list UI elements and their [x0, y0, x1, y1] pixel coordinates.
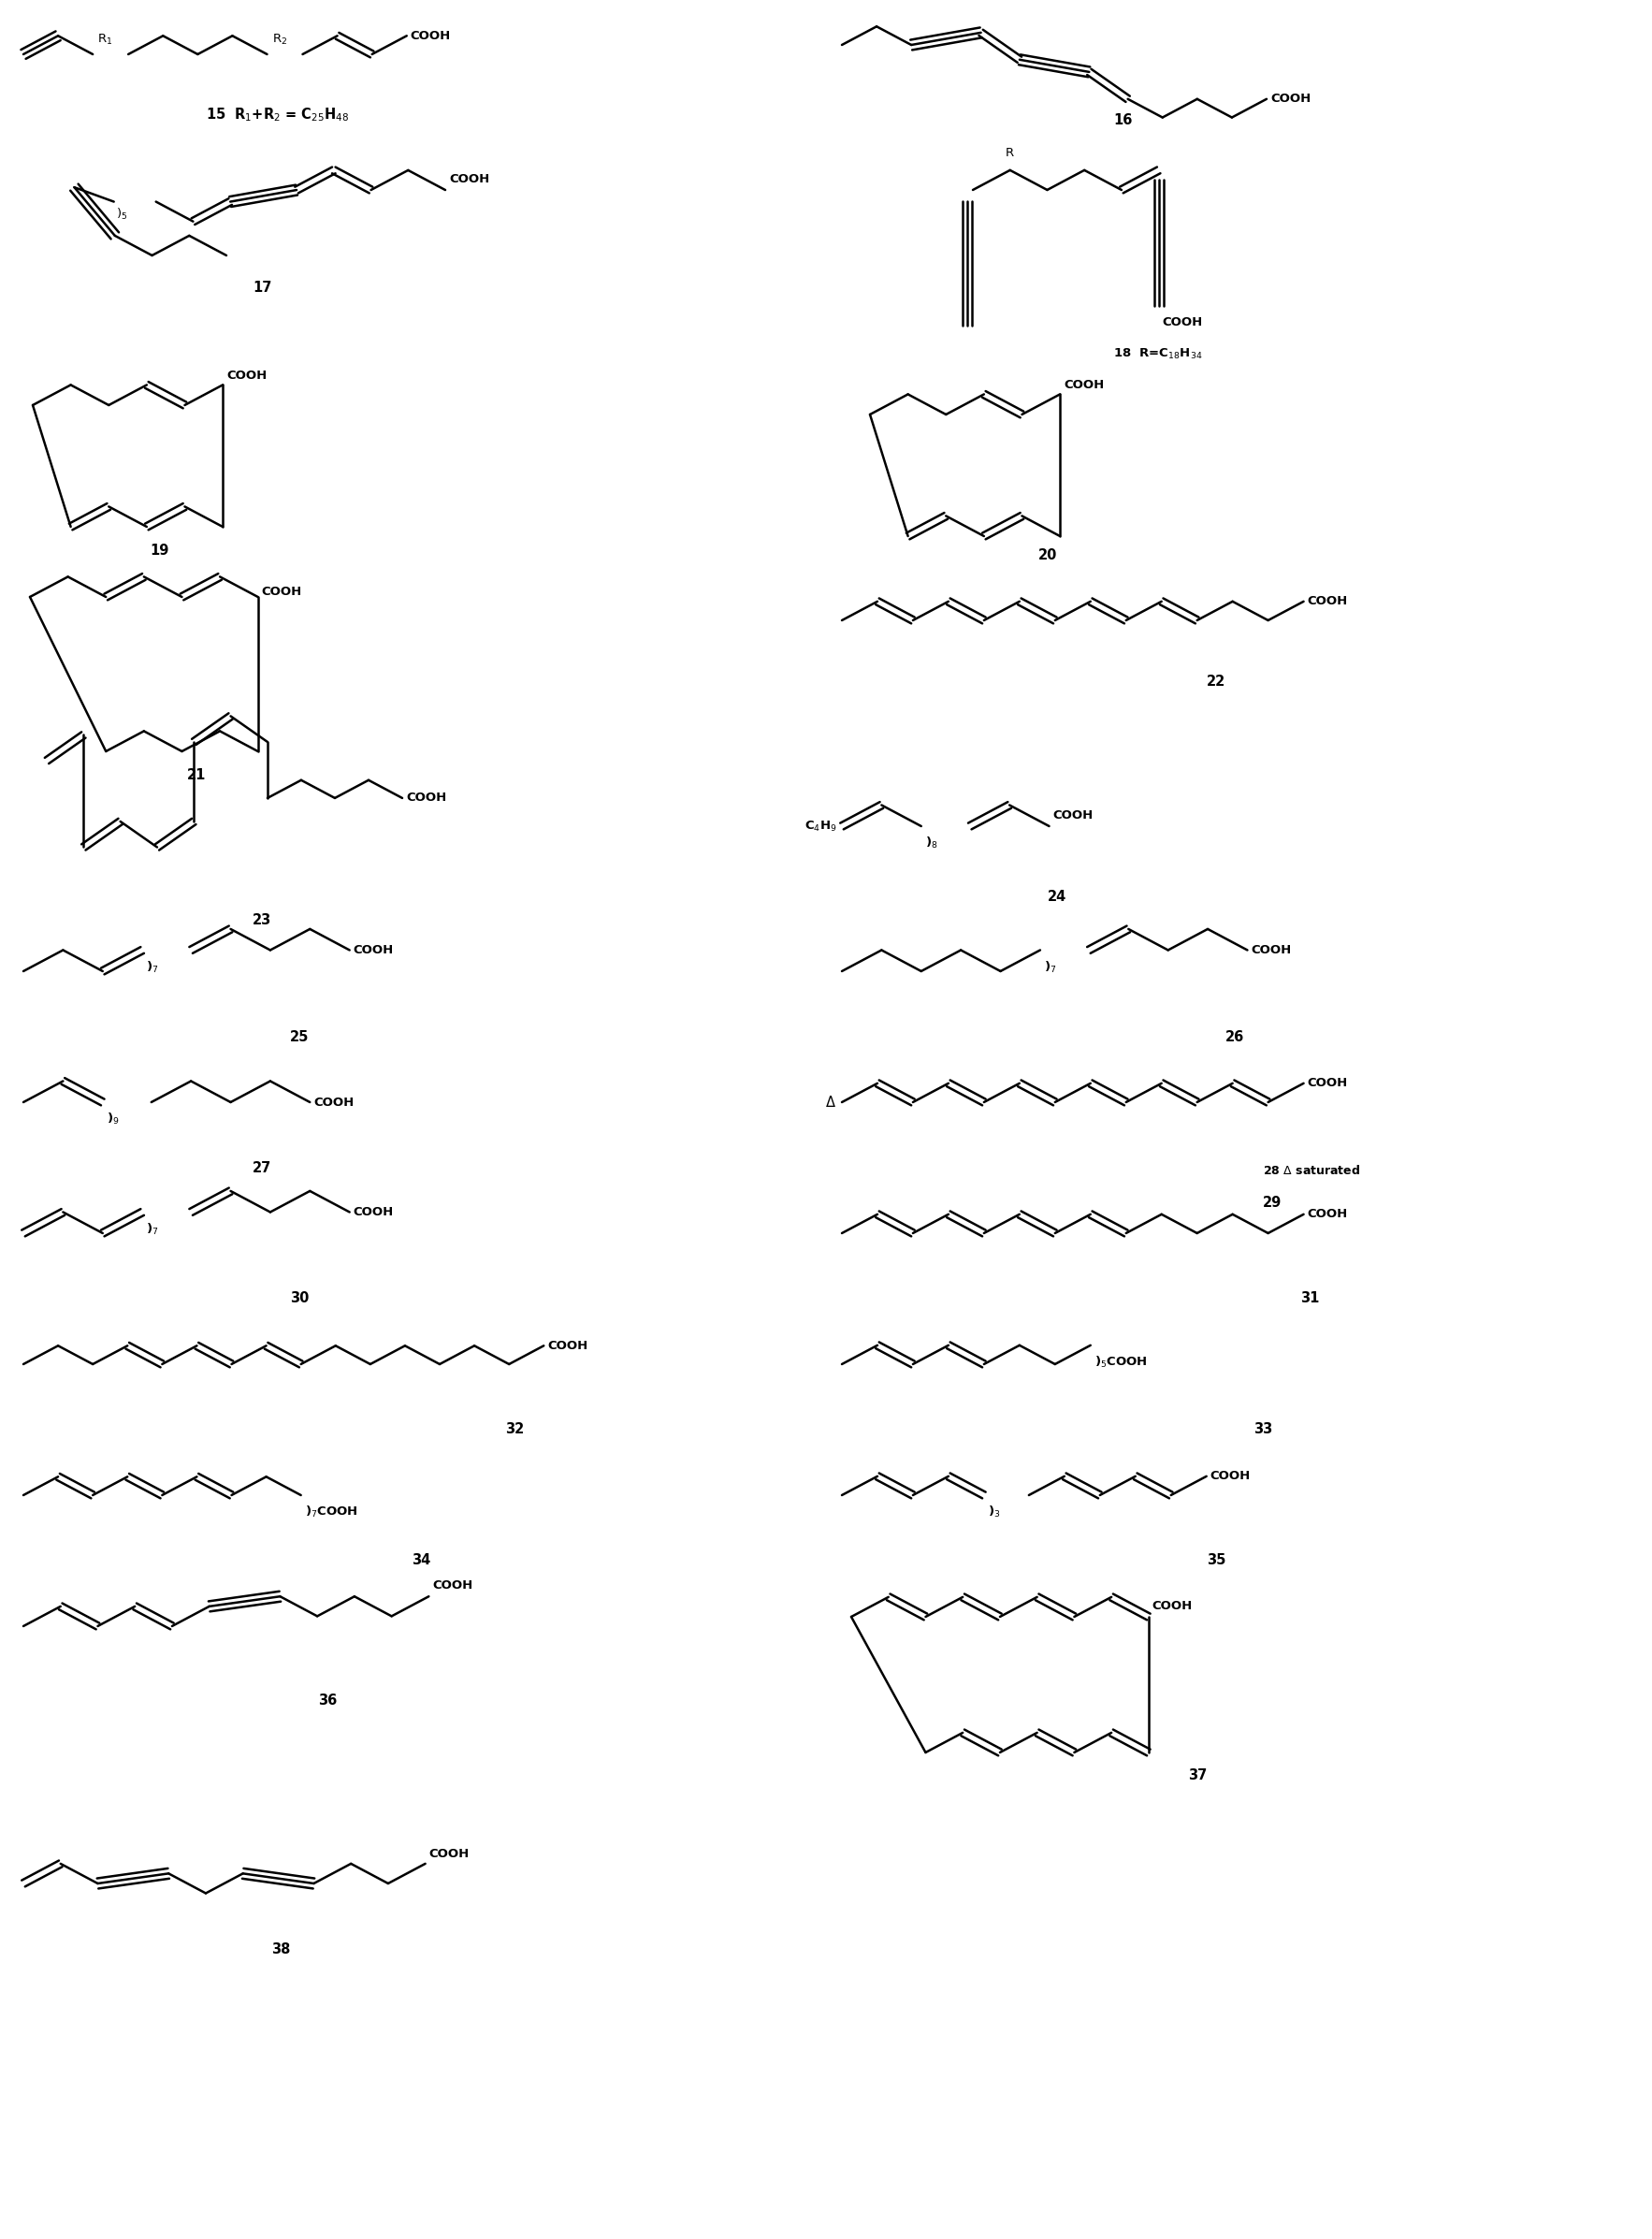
Text: 27: 27 — [253, 1160, 271, 1175]
Text: 35: 35 — [1206, 1554, 1226, 1567]
Text: COOH: COOH — [430, 1847, 469, 1861]
Text: COOH: COOH — [1307, 1077, 1348, 1090]
Text: COOH: COOH — [1307, 596, 1348, 607]
Text: 28 $\Delta$ saturated: 28 $\Delta$ saturated — [1262, 1164, 1361, 1178]
Text: 30: 30 — [289, 1292, 309, 1305]
Text: COOH: COOH — [354, 945, 393, 956]
Text: COOH: COOH — [406, 793, 446, 804]
Text: 33: 33 — [1254, 1422, 1272, 1437]
Text: C$_4$H$_9$: C$_4$H$_9$ — [805, 819, 838, 833]
Text: )$_5$COOH: )$_5$COOH — [1094, 1355, 1146, 1370]
Text: COOH: COOH — [226, 369, 268, 381]
Text: 21: 21 — [187, 768, 206, 781]
Text: )$_9$: )$_9$ — [106, 1111, 119, 1126]
Text: 20: 20 — [1037, 549, 1057, 562]
Text: COOH: COOH — [449, 172, 489, 186]
Text: 22: 22 — [1206, 674, 1226, 687]
Text: 17: 17 — [253, 282, 271, 296]
Text: 16: 16 — [1113, 112, 1132, 128]
Text: )$_7$COOH: )$_7$COOH — [304, 1505, 357, 1520]
Text: COOH: COOH — [410, 29, 451, 43]
Text: 36: 36 — [317, 1695, 337, 1708]
Text: R: R — [1006, 148, 1014, 159]
Text: R$_1$: R$_1$ — [97, 34, 112, 47]
Text: 18  R=C$_{18}$H$_{34}$: 18 R=C$_{18}$H$_{34}$ — [1113, 347, 1203, 360]
Text: COOH: COOH — [1064, 378, 1104, 392]
Text: 19: 19 — [149, 544, 169, 558]
Text: 25: 25 — [289, 1030, 309, 1043]
Text: )$_7$: )$_7$ — [145, 1222, 159, 1236]
Text: )$_7$: )$_7$ — [145, 961, 159, 974]
Text: $\Delta$: $\Delta$ — [824, 1095, 836, 1111]
Text: COOH: COOH — [354, 1207, 393, 1218]
Text: COOH: COOH — [547, 1339, 588, 1352]
Text: 38: 38 — [271, 1941, 291, 1957]
Text: 26: 26 — [1226, 1030, 1244, 1043]
Text: 23: 23 — [253, 914, 271, 927]
Text: COOH: COOH — [1251, 945, 1292, 956]
Text: 15  R$_1$+R$_2$ = C$_{25}$H$_{48}$: 15 R$_1$+R$_2$ = C$_{25}$H$_{48}$ — [206, 105, 349, 123]
Text: 31: 31 — [1300, 1292, 1320, 1305]
Text: )$_5$: )$_5$ — [116, 206, 127, 222]
Text: )$_7$: )$_7$ — [1044, 961, 1056, 974]
Text: 29: 29 — [1262, 1196, 1282, 1209]
Text: COOH: COOH — [314, 1097, 354, 1108]
Text: 24: 24 — [1047, 889, 1067, 902]
Text: COOH: COOH — [433, 1578, 472, 1592]
Text: )$_8$: )$_8$ — [925, 835, 937, 851]
Text: R$_2$: R$_2$ — [271, 34, 287, 47]
Text: COOH: COOH — [261, 587, 302, 598]
Text: COOH: COOH — [1211, 1471, 1251, 1482]
Text: COOH: COOH — [1307, 1209, 1348, 1220]
Text: COOH: COOH — [1052, 808, 1094, 822]
Text: COOH: COOH — [1153, 1599, 1193, 1612]
Text: )$_3$: )$_3$ — [988, 1505, 999, 1520]
Text: COOH: COOH — [1270, 94, 1310, 105]
Text: 34: 34 — [411, 1554, 431, 1567]
Text: 37: 37 — [1188, 1769, 1208, 1782]
Text: COOH: COOH — [1163, 316, 1203, 329]
Text: 32: 32 — [506, 1422, 524, 1437]
